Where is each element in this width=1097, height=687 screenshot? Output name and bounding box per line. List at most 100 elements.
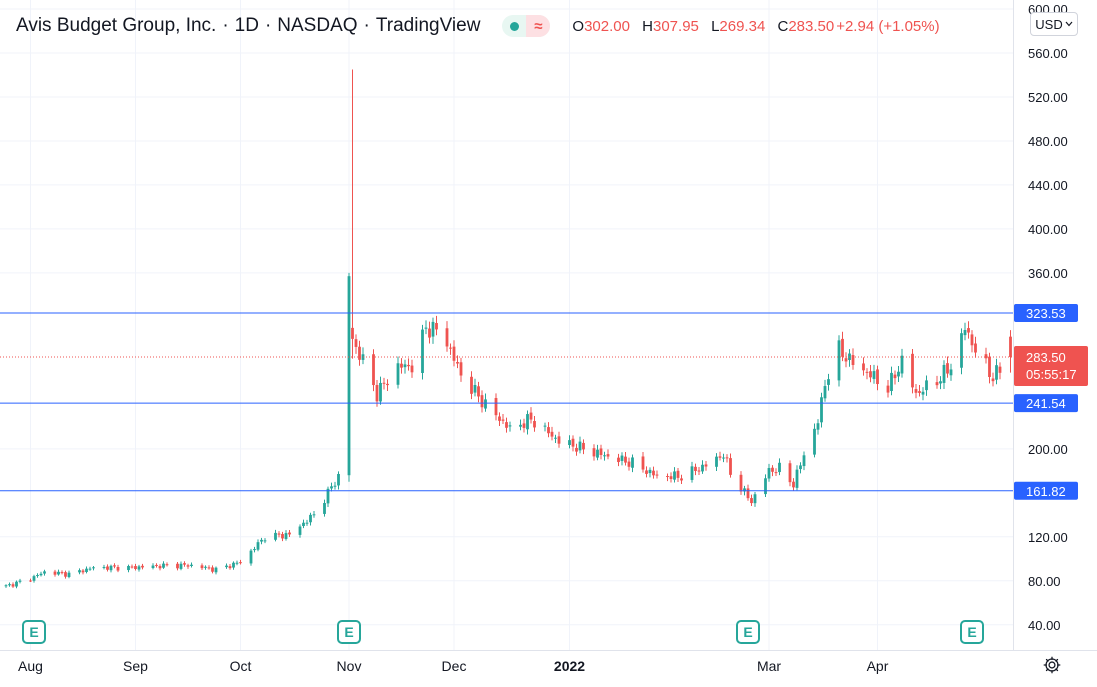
candle-body: [603, 455, 606, 457]
candle-body: [281, 534, 284, 539]
candle-body: [228, 566, 232, 569]
candle-body: [81, 570, 85, 573]
candle-body: [57, 571, 60, 575]
earnings-marker[interactable]: [736, 620, 760, 644]
candle-body: [435, 323, 438, 330]
x-tick-label: Aug: [18, 658, 43, 674]
currency-selector[interactable]: USD: [1030, 12, 1078, 36]
candle-body: [158, 566, 162, 569]
candle-body: [358, 346, 361, 360]
candle-body: [64, 572, 67, 577]
candle-body: [739, 474, 743, 492]
status-pills[interactable]: ≈: [502, 15, 551, 37]
candle-body: [431, 321, 435, 337]
gear-icon[interactable]: [1041, 654, 1063, 676]
candle-body: [550, 431, 554, 437]
candle-body: [473, 384, 477, 393]
candle-body: [274, 532, 277, 540]
candle-body: [134, 566, 137, 569]
symbol-title[interactable]: Avis Budget Group, Inc.: [16, 15, 217, 36]
candle-body: [645, 470, 648, 474]
y-tick-label: 80.00: [1028, 574, 1061, 589]
candle-body: [204, 566, 207, 568]
candle-body: [519, 424, 522, 427]
candle-body: [596, 449, 599, 458]
candle-body: [470, 376, 473, 394]
earnings-marker[interactable]: [22, 620, 46, 644]
candle-body: [946, 363, 949, 374]
candle-body: [851, 355, 855, 365]
countdown-label: 05:55:17: [1026, 367, 1077, 382]
candle-body: [260, 539, 263, 542]
earnings-marker-label: E: [29, 624, 38, 640]
candle-body: [890, 372, 893, 392]
candle-body: [484, 399, 487, 409]
candle-body: [424, 327, 428, 329]
candle-body: [802, 455, 806, 467]
candle-body: [984, 354, 988, 359]
candle-body: [529, 412, 533, 420]
candle-body: [284, 533, 288, 539]
horizontal-line-label-bg: [1014, 394, 1078, 413]
candle-body: [694, 466, 697, 471]
candle-body: [918, 391, 921, 393]
candle-body: [130, 566, 134, 568]
candle-body: [935, 382, 939, 386]
candle-body: [309, 514, 312, 523]
candle-body: [921, 391, 925, 395]
candle-body: [176, 563, 179, 569]
y-tick-label: 40.00: [1028, 618, 1061, 633]
candle-body: [582, 442, 585, 450]
candle-body: [837, 340, 841, 381]
candle-body: [795, 469, 799, 488]
candle-body: [480, 395, 484, 408]
x-tick-label: Dec: [442, 658, 467, 674]
horizontal-line-label: 241.54: [1026, 396, 1066, 411]
candle-body: [508, 425, 512, 427]
candle-body: [925, 380, 928, 391]
candle-body: [113, 565, 116, 567]
candle-body: [893, 374, 897, 379]
candle-body: [354, 339, 358, 347]
y-tick-label: 400.00: [1028, 222, 1068, 237]
candle-body: [788, 463, 792, 483]
candle-body: [162, 563, 165, 568]
candle-body: [771, 467, 774, 472]
candle-body: [816, 423, 820, 430]
candle-body: [620, 455, 624, 461]
x-tick-label: Nov: [337, 658, 362, 674]
candle-body: [428, 328, 431, 338]
y-tick-label: 440.00: [1028, 178, 1068, 193]
earnings-marker[interactable]: [960, 620, 984, 644]
candle-body: [568, 440, 571, 446]
exchange-label: NASDAQ: [277, 15, 358, 36]
candle-body: [382, 382, 386, 384]
candle-body: [543, 425, 547, 427]
candle-body: [592, 448, 596, 457]
earnings-marker[interactable]: [337, 620, 361, 644]
candle-body: [249, 550, 253, 564]
market-open-icon[interactable]: [502, 15, 526, 37]
horizontal-line-label: 323.53: [1026, 306, 1066, 321]
chart-header: Avis Budget Group, Inc. · 1D · NASDAQ · …: [16, 14, 948, 38]
candle-body: [225, 565, 228, 568]
candle-body: [351, 327, 354, 339]
delayed-data-icon[interactable]: ≈: [526, 15, 551, 37]
candle-body: [127, 565, 130, 571]
candle-body: [155, 564, 158, 566]
candle-body: [106, 566, 109, 570]
candle-body: [53, 571, 57, 575]
candle-body: [29, 580, 32, 582]
candle-body: [680, 478, 683, 481]
candle-body: [8, 584, 11, 586]
interval-label[interactable]: 1D: [234, 15, 259, 36]
candle-body: [15, 581, 18, 587]
earnings-marker-label: E: [344, 624, 353, 640]
candle-body: [78, 570, 81, 573]
candle-body: [190, 564, 193, 567]
candle-body: [459, 362, 463, 376]
candle-body: [718, 456, 722, 458]
candle-body: [533, 421, 536, 428]
